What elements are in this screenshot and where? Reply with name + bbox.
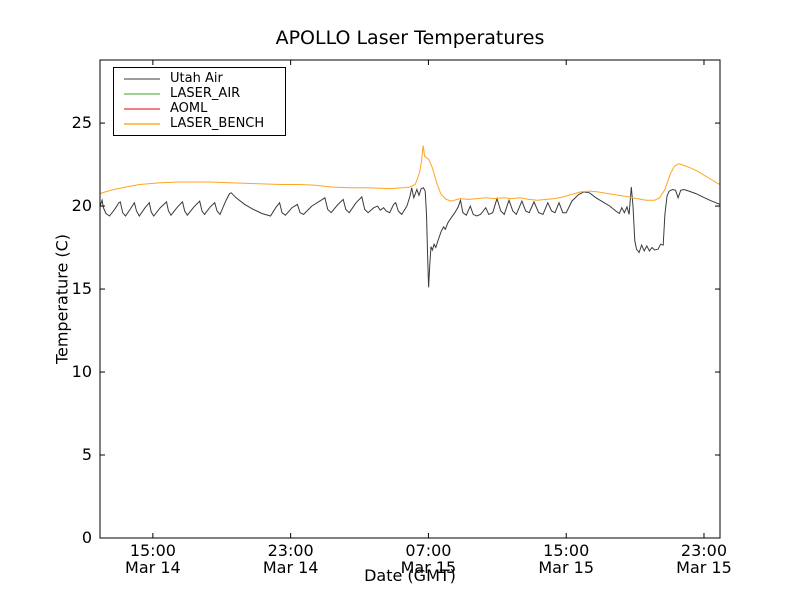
y-tick-label: 10 xyxy=(72,362,92,381)
x-tick-label-time: 07:00 xyxy=(405,541,451,560)
x-tick-label-date: Mar 14 xyxy=(125,558,181,577)
legend-label-utah-air: Utah Air xyxy=(170,71,223,86)
utah-air-line-icon xyxy=(124,77,160,80)
series-line-utah-air xyxy=(99,186,721,288)
y-tick-label: 0 xyxy=(82,528,92,547)
legend-entry-aoml: AOML xyxy=(114,101,285,116)
x-tick-label-time: 15:00 xyxy=(543,541,589,560)
legend-label-laser-air: LASER_AIR xyxy=(170,86,241,101)
x-tick-label-date: Mar 15 xyxy=(676,558,732,577)
laser-air-line-icon xyxy=(124,92,160,95)
laser-bench-line-icon xyxy=(124,122,160,125)
legend-entry-utah-air: Utah Air xyxy=(114,71,285,86)
x-axis-label: Date (GMT) xyxy=(364,566,456,585)
legend-label-laser-bench: LASER_BENCH xyxy=(170,116,265,131)
x-tick-label-time: 23:00 xyxy=(681,541,727,560)
aoml-line-icon xyxy=(124,107,160,110)
chart-title: APOLLO Laser Temperatures xyxy=(275,27,545,49)
legend-entry-laser-bench: LASER_BENCH xyxy=(114,116,285,131)
x-tick-label-date: Mar 14 xyxy=(263,558,319,577)
x-tick-label-time: 15:00 xyxy=(130,541,176,560)
axes-frame xyxy=(99,59,721,539)
series-line-laser-bench xyxy=(99,145,721,202)
legend-entry-laser-air: LASER_AIR xyxy=(114,86,285,101)
y-tick-label: 25 xyxy=(72,113,92,132)
legend-label-aoml: AOML xyxy=(170,101,208,116)
x-tick-label-time: 23:00 xyxy=(268,541,314,560)
y-tick-label: 20 xyxy=(72,196,92,215)
x-tick-label-date: Mar 15 xyxy=(538,558,594,577)
x-tick-label-date: Mar 15 xyxy=(401,558,457,577)
y-tick-label: 5 xyxy=(82,445,92,464)
y-tick-label: 15 xyxy=(72,279,92,298)
legend-box: Utah Air LASER_AIR AOML LASER_BENCH xyxy=(113,67,286,136)
